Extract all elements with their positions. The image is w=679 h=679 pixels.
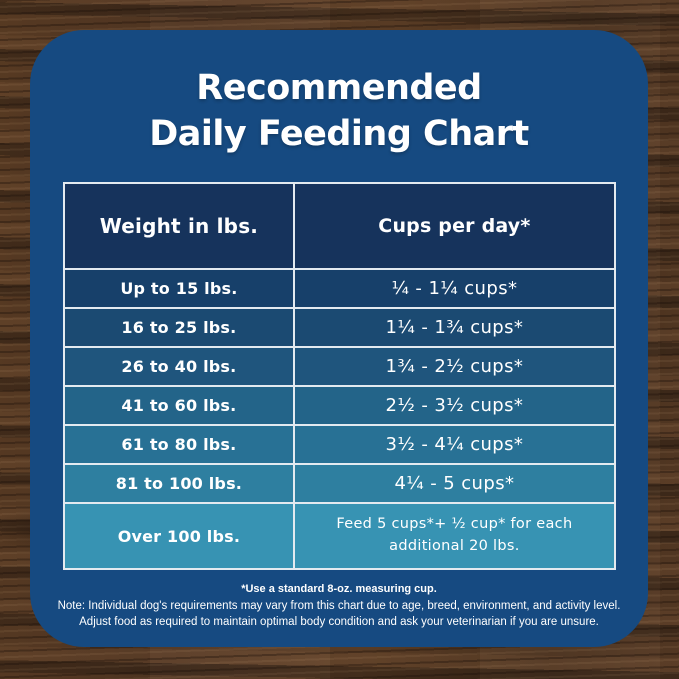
weight-cell: Over 100 lbs. (117, 526, 241, 546)
table-row: 81 to 100 lbs. 4¼ - 5 cups* (65, 463, 614, 502)
cups-cell: ¼ - 1¼ cups* (292, 270, 614, 307)
weight-cell: 61 to 80 lbs. (121, 435, 237, 454)
feeding-chart-card: Recommended Daily Feeding Chart Weight i… (30, 30, 648, 647)
page-title: Recommended Daily Feeding Chart (30, 66, 648, 157)
cups-cell: 1¾ - 2½ cups* (292, 348, 614, 385)
feeding-table: Weight in lbs. Cups per day* Up to 15 lb… (63, 182, 616, 570)
cups-cell: 4¼ - 5 cups* (292, 465, 614, 502)
weight-cell: 16 to 25 lbs. (121, 318, 237, 337)
requirements-note: Note: Individual dog's requirements may … (57, 599, 621, 612)
measuring-cup-note: *Use a standard 8-oz. measuring cup. (241, 583, 437, 595)
cups-cell: 1¼ - 1¾ cups* (292, 309, 614, 346)
weight-cell: 26 to 40 lbs. (121, 357, 237, 376)
cups-cell: 2½ - 3½ cups* (292, 387, 614, 424)
weight-cell: 41 to 60 lbs. (121, 396, 237, 415)
table-row: 26 to 40 lbs. 1¾ - 2½ cups* (65, 346, 614, 385)
table-row: Up to 15 lbs. ¼ - 1¼ cups* (65, 268, 614, 307)
table-row: 61 to 80 lbs. 3½ - 4¼ cups* (65, 424, 614, 463)
table-row: 16 to 25 lbs. 1¼ - 1¾ cups* (65, 307, 614, 346)
cups-cell: Feed 5 cups*+ ½ cup* for each additional… (292, 504, 614, 568)
column-header-weight: Weight in lbs. (99, 214, 259, 238)
page-title-line1: Recommended (196, 68, 482, 108)
weight-cell: Up to 15 lbs. (120, 279, 238, 298)
weight-cell: 81 to 100 lbs. (115, 474, 243, 493)
table-header-row: Weight in lbs. Cups per day* (65, 184, 614, 268)
table-row: 41 to 60 lbs. 2½ - 3½ cups* (65, 385, 614, 424)
cups-cell: 3½ - 4¼ cups* (292, 426, 614, 463)
column-header-cups: Cups per day* (292, 184, 614, 268)
veterinarian-note: Adjust food as required to maintain opti… (79, 616, 599, 629)
page-title-line2: Daily Feeding Chart (149, 113, 529, 154)
footnotes: *Use a standard 8-oz. measuring cup. Not… (30, 582, 648, 631)
table-row: Over 100 lbs. Feed 5 cups*+ ½ cup* for e… (65, 502, 614, 568)
